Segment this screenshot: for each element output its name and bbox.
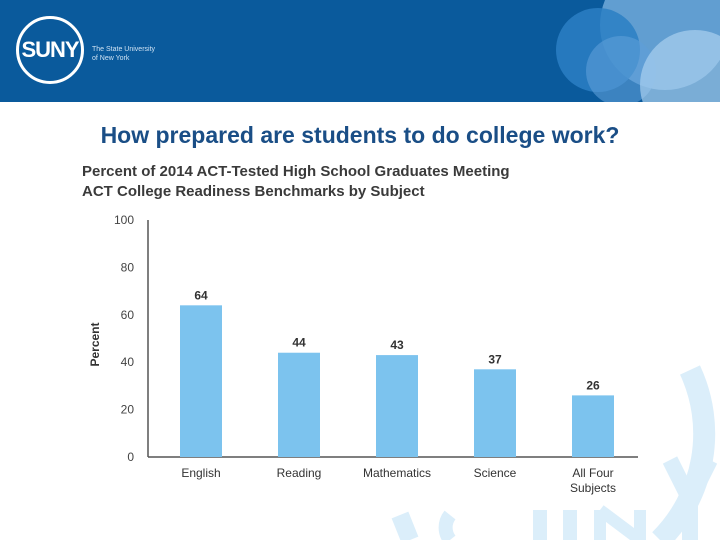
logo-subtitle-line1: The State University [92,46,156,53]
chart-title-line2: ACT College Readiness Benchmarks by Subj… [82,183,425,200]
chart-title-line1: Percent of 2014 ACT-Tested High School G… [82,163,510,180]
data-label: 64 [194,288,208,302]
suny-watermark [360,300,720,540]
logo-subtitle: The State University of New York [92,45,155,63]
category-label: Reading [277,466,322,480]
category-label: Science [474,466,517,480]
y-tick-label: 60 [121,308,135,322]
category-label: Subjects [570,481,616,495]
y-tick-label: 40 [121,355,135,369]
category-label: All Four [572,466,613,480]
logo-text: SUNY [21,37,79,62]
data-label: 26 [586,378,600,392]
y-tick-label: 20 [121,403,135,417]
suny-logo: SUNY [16,16,84,84]
bar [572,395,614,457]
y-axis-title: Percent [88,322,102,366]
data-label: 43 [390,338,404,352]
category-label: Mathematics [363,466,431,480]
bar [474,369,516,457]
y-tick-label: 100 [114,213,134,227]
slide-title: How prepared are students to do college … [100,122,620,148]
category-label: English [181,466,220,480]
data-label: 37 [488,352,502,366]
chart-title: Percent of 2014 ACT-Tested High School G… [82,162,662,202]
y-tick-label: 80 [121,260,135,274]
logo-subtitle-line2: of New York [92,55,130,62]
bar [376,355,418,457]
y-tick-label: 0 [127,450,134,464]
data-label: 44 [292,336,306,350]
bar [180,305,222,457]
bar [278,352,320,457]
header-banner: SUNY The State University of New York [0,0,720,102]
